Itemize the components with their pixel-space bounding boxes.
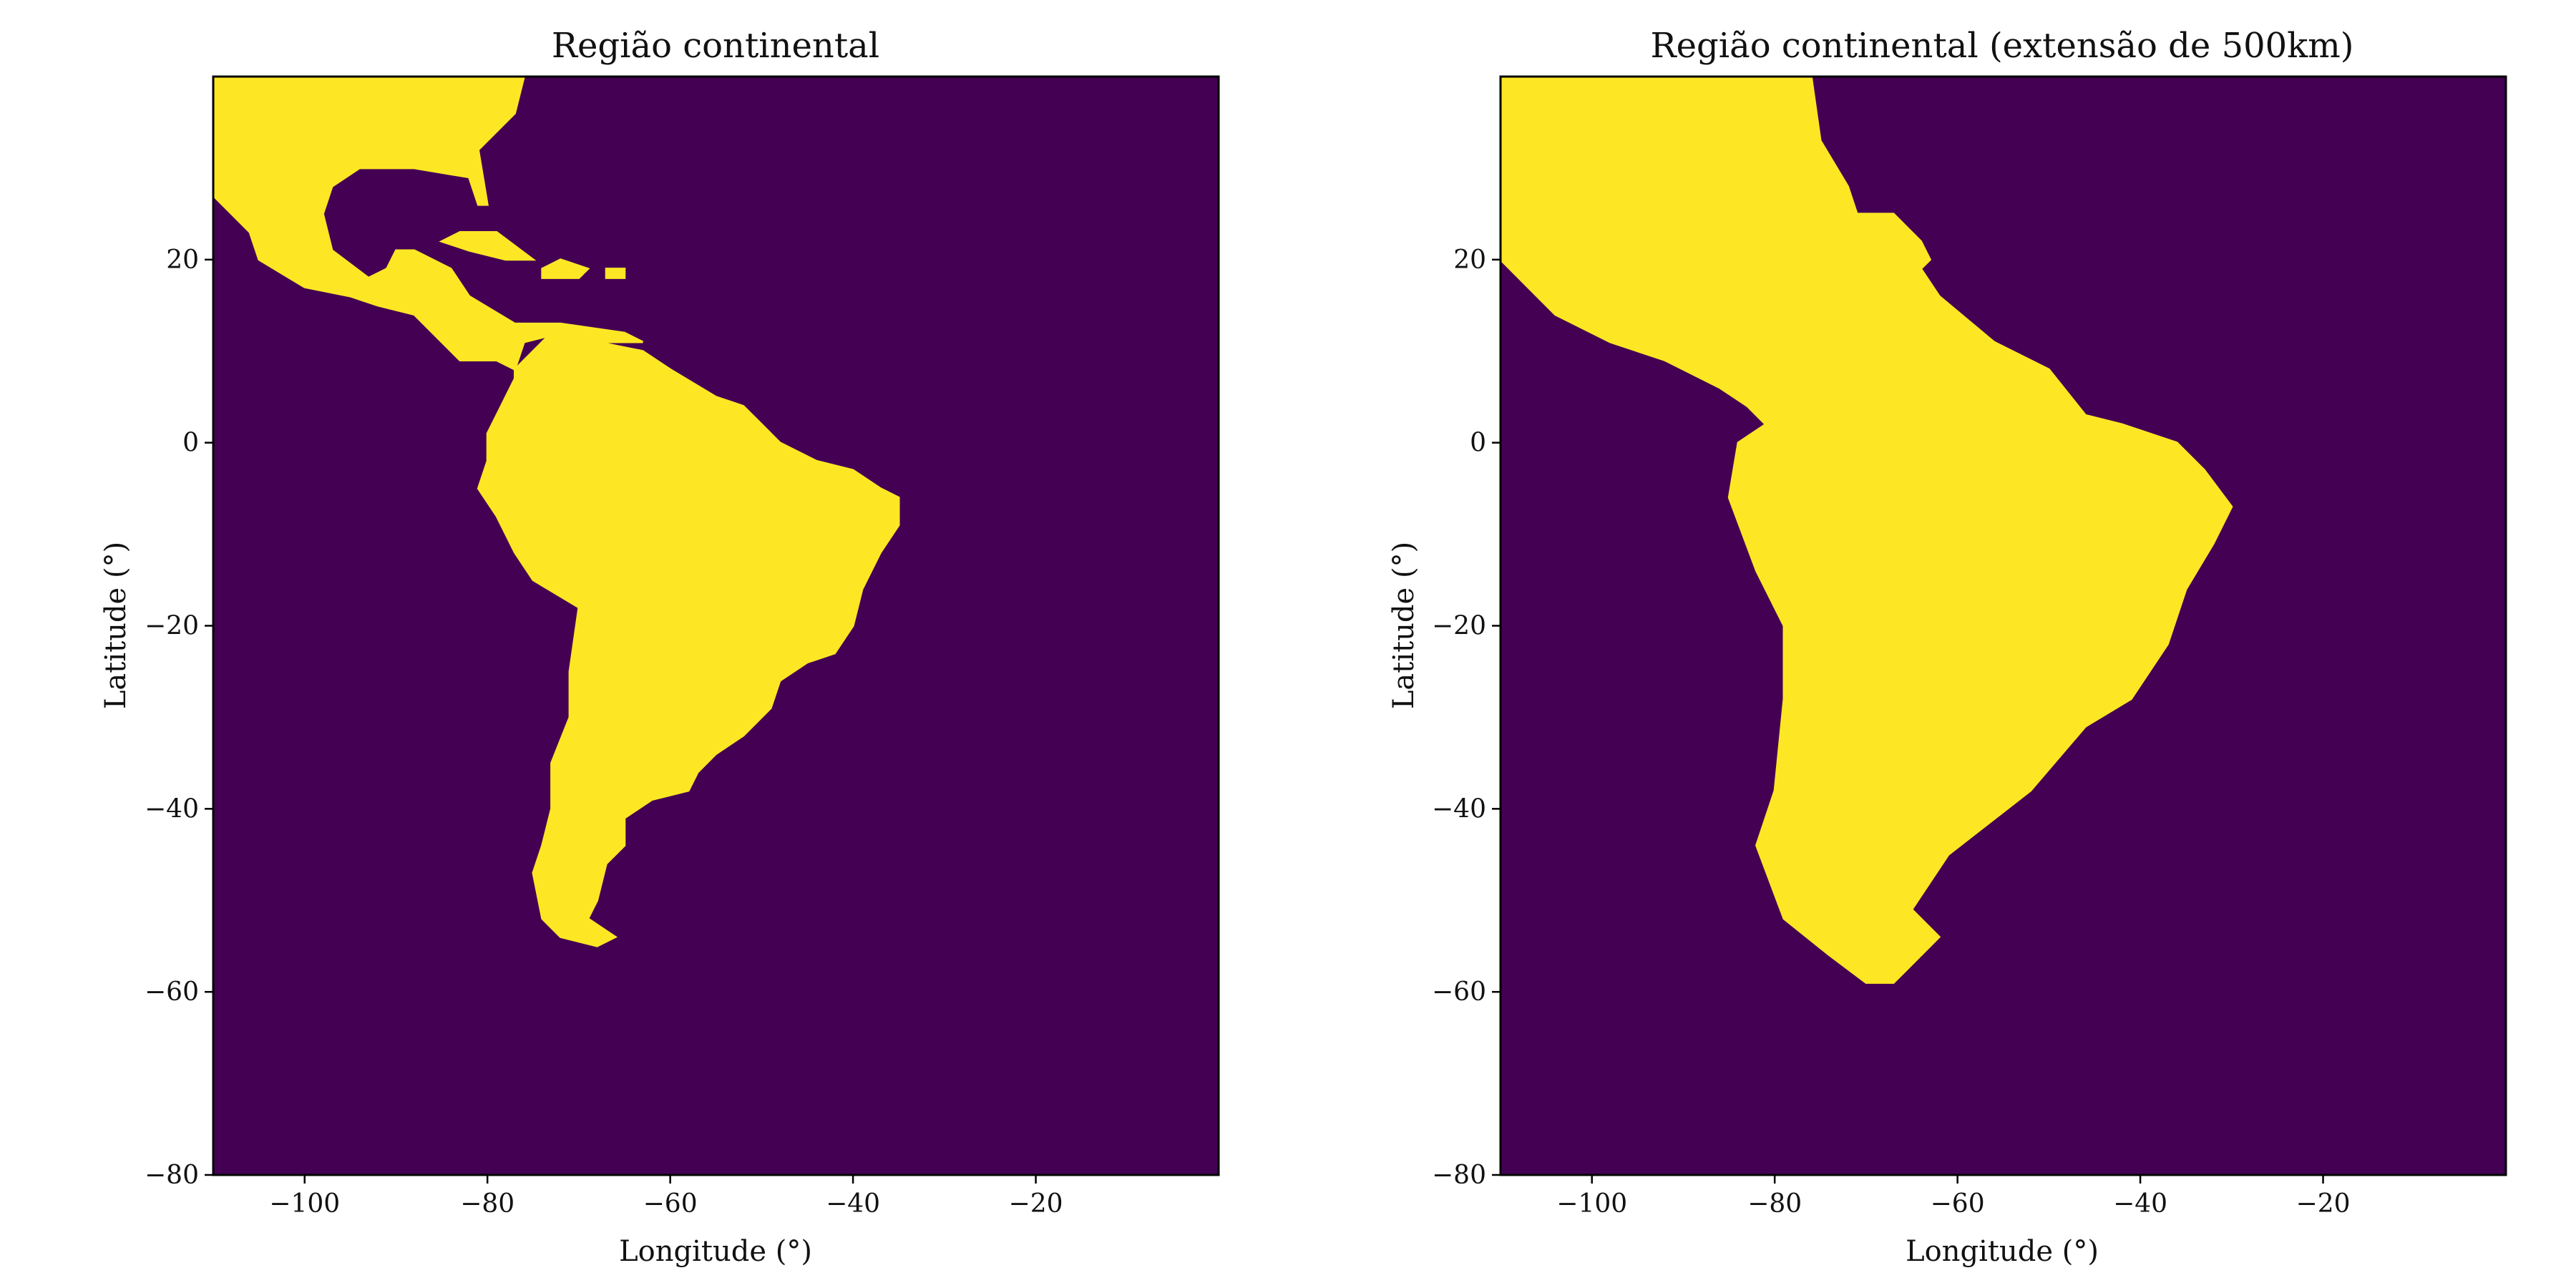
x-tick-label: −100 <box>1556 1189 1627 1219</box>
x-axis-ticks: −100 −80 −60 −40 −20 <box>269 1175 1063 1219</box>
y-tick-label: −60 <box>145 977 199 1007</box>
land-mask-layer <box>1501 77 2233 984</box>
panel-title: Região continental (extensão de 500km) <box>1650 26 2353 66</box>
x-tick-label: −20 <box>1009 1189 1063 1219</box>
y-tick-label: −80 <box>145 1161 199 1190</box>
panel-continental-region: Região continental −100 −80 −60 −40 −20 20 0 −… <box>99 26 1220 1268</box>
y-tick-label: 0 <box>1470 429 1486 458</box>
x-tick-label: −80 <box>1747 1189 1802 1219</box>
x-tick-label: −60 <box>1931 1189 1985 1219</box>
y-tick-label: 20 <box>1453 245 1486 275</box>
land-region-inland-water-dot <box>1659 208 1671 220</box>
x-tick-label: −100 <box>269 1189 340 1219</box>
x-axis-ticks: −100 −80 −60 −40 −20 <box>1556 1175 2351 1219</box>
y-axis-label: Latitude (°) <box>99 542 132 709</box>
panel-continental-region-extended: Região continental (extensão de 500km) −… <box>1387 26 2507 1268</box>
y-tick-label: −20 <box>1432 612 1486 641</box>
x-axis-label: Longitude (°) <box>619 1235 812 1268</box>
land-region-north-america <box>213 77 643 371</box>
land-region-puerto-rico <box>605 268 626 279</box>
x-tick-label: −80 <box>460 1189 514 1219</box>
land-region-south-america <box>477 331 900 947</box>
y-axis-ticks: 20 0 −20 −40 −60 −80 <box>145 245 213 1190</box>
y-tick-label: 20 <box>166 245 199 275</box>
land-mask-layer <box>213 77 900 947</box>
x-tick-label: −40 <box>2113 1189 2167 1219</box>
y-tick-label: −40 <box>1432 794 1486 824</box>
panel-title: Região continental <box>552 26 879 66</box>
y-tick-label: 0 <box>182 429 199 458</box>
x-tick-label: −60 <box>643 1189 698 1219</box>
y-tick-label: −60 <box>1432 977 1486 1007</box>
y-axis-label: Latitude (°) <box>1387 542 1420 709</box>
land-region-hispaniola <box>541 258 590 279</box>
y-tick-label: −40 <box>145 794 199 824</box>
x-tick-label: −20 <box>2296 1189 2351 1219</box>
y-tick-label: −80 <box>1432 1161 1486 1190</box>
y-axis-ticks: 20 0 −20 −40 −60 −80 <box>1432 245 1501 1190</box>
land-region-cuba <box>439 231 537 261</box>
land-region-extended-continent <box>1501 77 2233 984</box>
x-axis-label: Longitude (°) <box>1906 1235 2099 1268</box>
y-tick-label: −20 <box>145 612 199 641</box>
x-tick-label: −40 <box>826 1189 880 1219</box>
